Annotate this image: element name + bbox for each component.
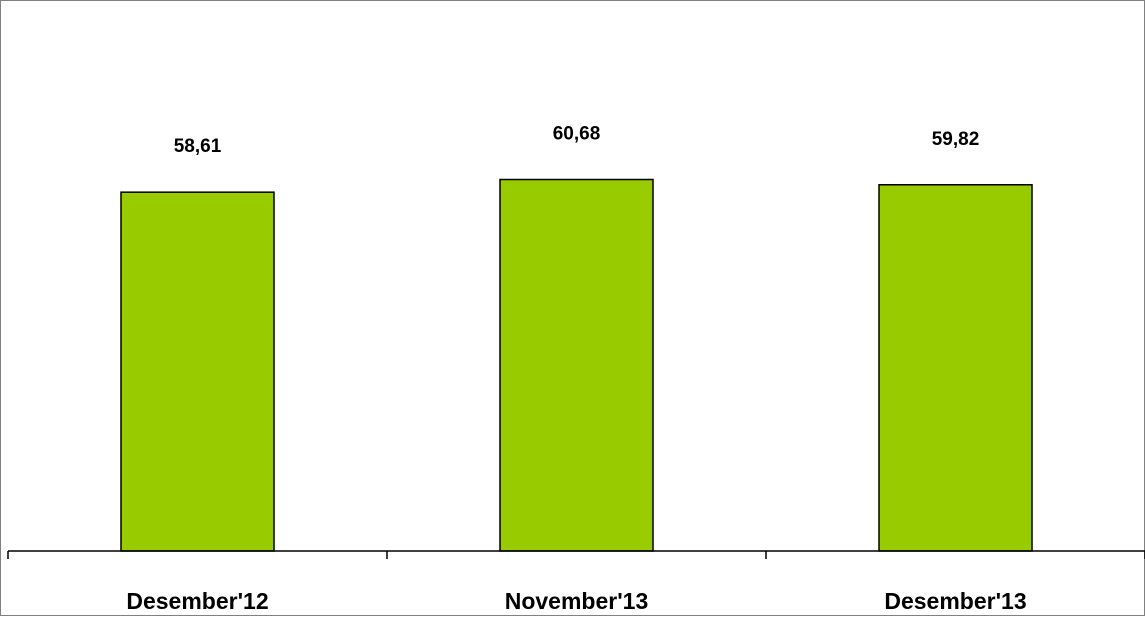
- bar: [120, 191, 275, 552]
- x-tick-label: Desember'13: [884, 588, 1026, 614]
- x-tick-label: November'13: [505, 588, 649, 614]
- bar: [878, 184, 1033, 552]
- data-label: 59,82: [932, 129, 980, 150]
- bars-layer: [120, 178, 1033, 552]
- bar: [499, 178, 654, 552]
- x-tick-label: Desember'12: [126, 588, 268, 614]
- data-label: 58,61: [174, 136, 222, 157]
- labels-layer: 58,61 Desember'12 60,68 November'13 59,82 Des…: [126, 124, 1026, 614]
- data-label: 60,68: [553, 124, 601, 145]
- x-axis: [7, 550, 1145, 559]
